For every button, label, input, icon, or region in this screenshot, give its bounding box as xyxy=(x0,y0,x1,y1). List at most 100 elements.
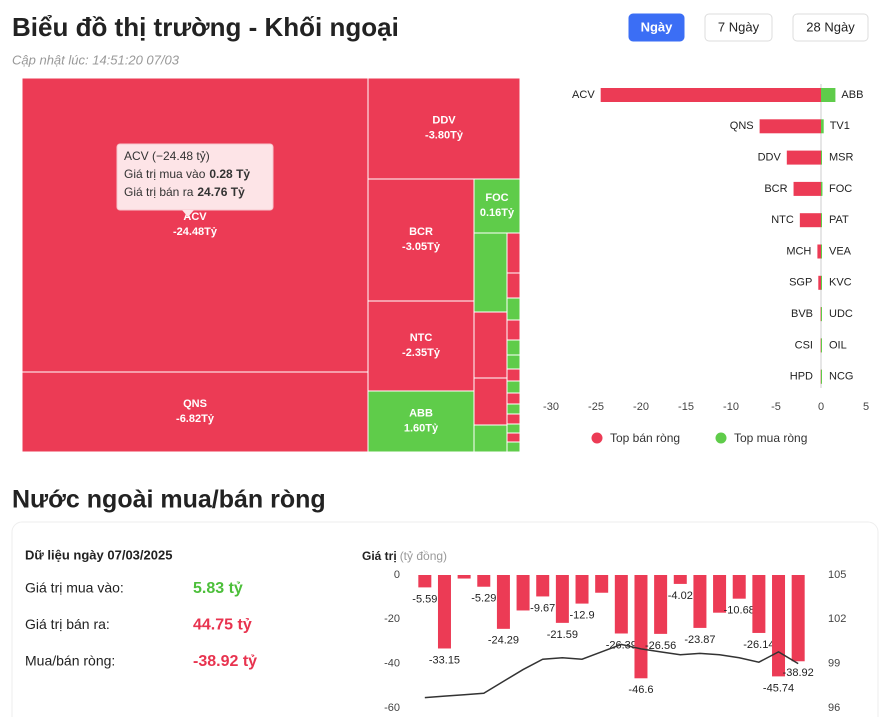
treemap-cell xyxy=(367,300,475,392)
treemap-small-cell xyxy=(506,319,521,341)
bar xyxy=(575,575,589,604)
bar-label: OIL xyxy=(829,339,847,351)
bar xyxy=(821,369,822,384)
bar xyxy=(821,88,836,102)
x-tick-label: 5 xyxy=(863,401,869,413)
value-label: -33.15 xyxy=(429,654,460,666)
bar xyxy=(536,575,550,597)
y-tick-label: -40 xyxy=(384,658,400,670)
bar xyxy=(772,575,786,677)
bar xyxy=(821,244,822,259)
treemap-small-cell xyxy=(506,441,521,453)
y-tick-label: -20 xyxy=(384,613,400,625)
page-title: Biểu đồ thị trường - Khối ngoại xyxy=(12,12,399,42)
bar xyxy=(654,575,668,634)
bar xyxy=(732,575,746,599)
summary-label: Mua/bán ròng: xyxy=(25,653,115,669)
bar-label: SGP xyxy=(789,277,812,289)
bar-label: KVC xyxy=(829,277,852,289)
value-label: -12.9 xyxy=(569,610,594,622)
y2-tick-label: 105 xyxy=(828,569,846,581)
bar xyxy=(786,150,821,165)
range-button[interactable] xyxy=(792,13,869,42)
bar xyxy=(437,575,451,649)
treemap-small-cell xyxy=(506,403,521,415)
bar-label: MSR xyxy=(829,152,854,164)
range-button-label[interactable]: 7 Ngày xyxy=(718,19,760,34)
summary-label: Giá trị bán ra: xyxy=(25,616,110,632)
bar xyxy=(817,244,821,259)
tooltip-label: Giá trị bán ra xyxy=(124,185,194,199)
bar-label: ABB xyxy=(841,89,863,101)
tooltip-pointer xyxy=(182,210,194,217)
bar-label: VEA xyxy=(829,245,852,257)
treemap-small-cell xyxy=(506,232,521,274)
value-label: -4.02 xyxy=(668,590,693,602)
bar-label: TV1 xyxy=(830,120,850,132)
bar xyxy=(418,575,432,588)
range-button[interactable] xyxy=(704,13,773,42)
treemap-name: QNS xyxy=(183,398,207,410)
y2-tick-label: 99 xyxy=(828,658,840,670)
bar-label: HPD xyxy=(790,371,813,383)
range-button-label[interactable]: Ngày xyxy=(641,19,674,34)
treemap-cell xyxy=(367,390,475,453)
bar xyxy=(713,575,727,613)
treemap-small-cell xyxy=(506,423,521,434)
bar xyxy=(821,275,822,290)
bar xyxy=(595,575,609,593)
bar-label: BVB xyxy=(791,308,813,320)
x-tick-label: -30 xyxy=(543,401,559,413)
date-label: Dữ liệu ngày 07/03/2025 xyxy=(25,547,172,562)
bar xyxy=(821,181,823,196)
line xyxy=(424,643,799,699)
value-label: -9.67 xyxy=(530,602,555,614)
treemap-name: NTC xyxy=(410,332,433,344)
range-button-label[interactable]: 28 Ngày xyxy=(806,19,855,34)
treemap-value: -6.82Tỷ xyxy=(176,413,215,425)
bar xyxy=(821,307,822,322)
bar-label: NCG xyxy=(829,371,853,383)
tooltip xyxy=(116,143,274,211)
treemap-value: -24.48Tỷ xyxy=(173,226,218,238)
bar xyxy=(821,338,822,353)
bar xyxy=(673,575,687,584)
x-tick-label: -15 xyxy=(678,401,694,413)
legend-label: Top bán ròng xyxy=(610,431,680,445)
value-label: -21.59 xyxy=(547,629,578,641)
tooltip-value: 24.76 Tỷ xyxy=(197,185,245,199)
y2-tick-label: 96 xyxy=(828,702,840,714)
summary-value: 5.83 tỷ xyxy=(193,580,243,597)
value-label: -26.39 xyxy=(606,639,637,651)
legend-marker xyxy=(715,432,727,444)
range-button[interactable] xyxy=(628,13,685,42)
bar-label: BCR xyxy=(764,183,787,195)
value-label: -26.14 xyxy=(743,639,774,651)
legend-marker xyxy=(591,432,603,444)
treemap-small-cell xyxy=(473,377,508,426)
treemap-name: BCR xyxy=(409,226,433,238)
bar-label: CSI xyxy=(795,339,813,351)
value-label: -26.56 xyxy=(645,640,676,652)
treemap-value: -2.35Tỷ xyxy=(402,347,441,359)
section-title: Nước ngoài mua/bán ròng xyxy=(12,486,326,514)
treemap-small-cell xyxy=(473,232,508,313)
y-axis-title: Giá trị (tỷ đồng) xyxy=(362,549,447,563)
value-label: -5.59 xyxy=(412,593,437,605)
tooltip-line: Giá trị bán ra 24.76 Tỷ xyxy=(124,185,245,199)
bar xyxy=(693,575,707,628)
y-tick-label: 0 xyxy=(394,569,400,581)
value-label: -38.92 xyxy=(783,667,814,679)
bar xyxy=(516,575,530,611)
treemap-small-cell xyxy=(506,413,521,425)
bar xyxy=(793,181,821,196)
treemap-small-cell xyxy=(506,392,521,405)
value-label: -5.29 xyxy=(471,593,496,605)
bar xyxy=(634,575,648,679)
treemap-small-cell xyxy=(506,432,521,443)
x-tick-label: -20 xyxy=(633,401,649,413)
bar xyxy=(496,575,510,629)
axis-title-part: Giá trị xyxy=(362,549,397,563)
tooltip-value: 0.28 Tỷ xyxy=(209,167,250,181)
axis-title-part: (tỷ đồng) xyxy=(400,549,447,563)
